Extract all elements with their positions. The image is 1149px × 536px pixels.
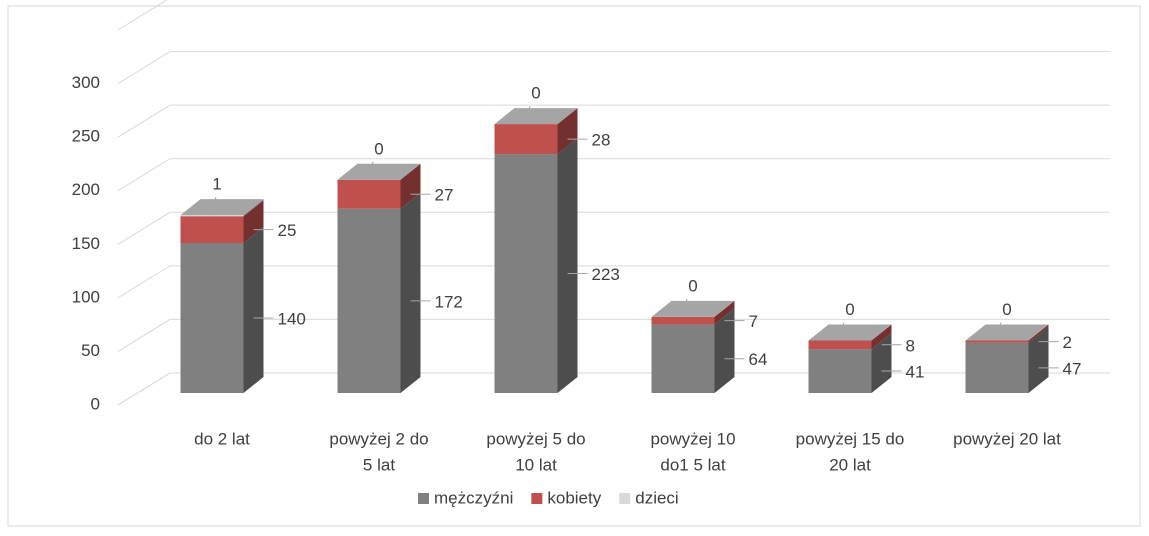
bar-side [1028, 326, 1049, 393]
x-tick-label: powyżej 10 [650, 429, 735, 448]
data-label: 0 [374, 139, 383, 158]
x-tick-label: do 2 lat [194, 429, 250, 448]
data-label: 0 [1002, 300, 1011, 319]
y-tick-label: 150 [72, 234, 100, 253]
bar-front [965, 342, 1029, 393]
data-label: 27 [435, 186, 454, 205]
legend-label: dzieci [635, 488, 678, 507]
y-tick-label: 300 [72, 73, 100, 92]
data-label: 0 [845, 300, 854, 319]
grid-line [117, 104, 1110, 138]
x-tick-label: 10 lat [515, 455, 557, 474]
data-label: 223 [592, 265, 620, 284]
legend-swatch [619, 493, 631, 504]
leader-line [682, 298, 688, 312]
bar-front [494, 124, 558, 155]
bar-front [180, 215, 244, 217]
bar-front [337, 179, 401, 209]
bar-side [1028, 324, 1049, 343]
bar-side [400, 192, 421, 393]
data-label: 0 [531, 84, 540, 103]
data-label: 0 [688, 276, 697, 295]
x-tick-label: do1 5 lat [660, 455, 725, 474]
y-tick-label: 250 [72, 127, 100, 146]
leader-line [839, 322, 845, 335]
legend-swatch [418, 493, 429, 504]
bar-front [494, 154, 558, 393]
bar-front [180, 243, 244, 393]
data-label: 28 [592, 131, 611, 150]
y-tick-label: 50 [81, 341, 100, 360]
bar-top [180, 199, 264, 216]
bar-top [651, 300, 735, 317]
bar-front [651, 316, 715, 325]
bar-side [871, 324, 892, 350]
x-tick-label: powyżej 5 do [486, 429, 585, 448]
bar-side [714, 300, 735, 325]
bar-side [243, 199, 264, 217]
bar-side [243, 200, 264, 243]
grid-line [117, 158, 1110, 192]
y-tick-label: 200 [72, 180, 100, 199]
data-label: 47 [1063, 359, 1082, 378]
grid-line [117, 265, 1110, 299]
data-label: 25 [278, 221, 297, 240]
bar-side [400, 163, 421, 209]
bar-side [557, 108, 578, 155]
bar-front [180, 216, 244, 243]
leader-line [368, 161, 374, 174]
x-tick-label: 5 lat [363, 455, 395, 474]
grid-line [117, 211, 1110, 245]
data-label: 41 [906, 363, 925, 382]
legend-swatch [531, 493, 543, 504]
bar-side [714, 308, 735, 393]
bar-front [808, 349, 872, 393]
bar-front [808, 340, 872, 350]
wall-edge [117, 0, 168, 31]
bar-side [243, 227, 264, 393]
data-label: 64 [749, 350, 768, 369]
bar-front [337, 208, 401, 393]
leader-line [525, 105, 531, 119]
grid-line [117, 318, 1110, 352]
bar-front [651, 324, 715, 393]
data-label: 1 [212, 175, 221, 194]
legend-label: kobiety [547, 488, 601, 507]
bar-front [965, 340, 1029, 343]
bar-top [965, 324, 1049, 341]
x-tick-label: powyżej 2 do [329, 429, 428, 448]
y-tick-label: 0 [91, 394, 100, 413]
grid-line [117, 51, 1110, 84]
data-label: 7 [749, 312, 758, 331]
legend-label: mężczyźni [434, 488, 513, 507]
y-tick-label: 100 [72, 287, 100, 306]
x-tick-label: powyżej 20 lat [953, 429, 1061, 448]
data-label: 140 [278, 309, 306, 328]
bar-top [808, 324, 892, 341]
bar-top [337, 163, 421, 180]
x-tick-label: 20 lat [829, 455, 871, 474]
leader-line [996, 322, 1002, 335]
grid-line [117, 372, 1110, 406]
bar-side [871, 333, 892, 393]
x-tick-label: powyżej 15 do [796, 429, 905, 448]
data-label: 2 [1063, 333, 1072, 352]
bar-side [557, 138, 578, 393]
data-label: 8 [906, 336, 915, 355]
bar-top [494, 108, 578, 125]
data-label: 172 [435, 292, 463, 311]
leader-line [211, 196, 217, 210]
